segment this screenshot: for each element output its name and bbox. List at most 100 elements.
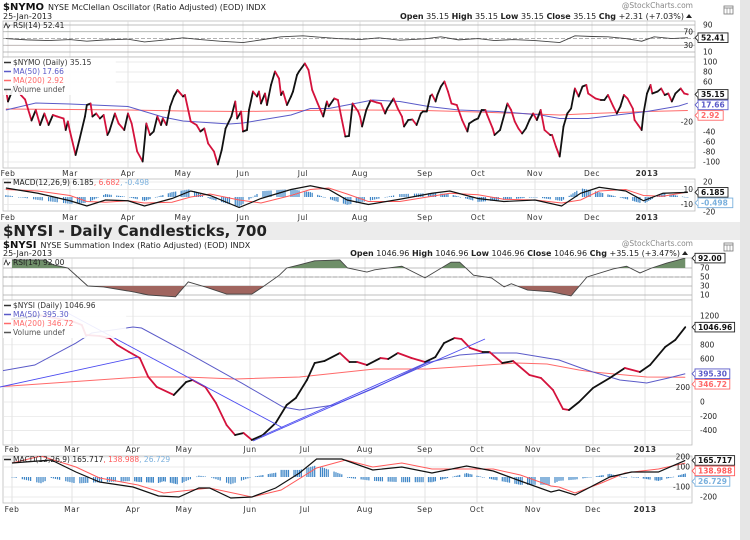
nysi-macd-histogram-bar — [584, 477, 586, 479]
nysi-macd-histogram-bar — [128, 477, 130, 482]
quote-low: 1046.96 — [492, 249, 525, 258]
nymo-macd-histogram-bar — [264, 190, 266, 197]
nymo-macd-histogram-bar — [445, 193, 447, 197]
nymo-macd-histogram-bar — [374, 197, 376, 200]
nysi-macd-hist-last-tag-pointer — [691, 478, 696, 485]
nymo-macd-histogram-bar — [250, 197, 252, 199]
nymo-price-segment — [127, 112, 133, 125]
x-tick-label: Jul — [299, 445, 311, 454]
quote-high: 1046.96 — [435, 249, 468, 258]
nysi-macd-histogram-bar — [490, 477, 493, 480]
nysi-macd-histogram-bar — [38, 477, 40, 483]
nymo-macd-histogram-bar — [169, 192, 171, 197]
nysi-macd-histogram-bar — [339, 473, 341, 477]
nysi-macd-histogram-bar — [275, 472, 277, 477]
nymo-price-segment — [626, 97, 634, 110]
quote-low-label: Low — [500, 12, 519, 21]
nymo-price-segment — [633, 119, 640, 126]
nymo-macd-histogram-bar — [294, 189, 296, 197]
nymo-macd-histogram-bar — [252, 196, 254, 198]
nymo-macd-histogram-bar — [145, 197, 147, 201]
main-y-tick-label: 80 — [703, 68, 713, 77]
nysi-macd-histogram-bar — [636, 477, 638, 478]
nymo-macd-histogram-bar — [9, 195, 11, 197]
nymo-price-segment — [415, 112, 422, 126]
nysi-macd-histogram-bar — [440, 477, 442, 480]
nymo-description: NYSE McClellan Oscillator (Ratio Adjuste… — [48, 3, 267, 12]
nysi-price-segment — [338, 352, 351, 363]
nysi-macd-histogram-bar — [644, 477, 646, 479]
nysi-macd-histogram-bar — [198, 475, 200, 477]
macd-y-tick-label: 10 — [683, 185, 693, 194]
nymo-price-segment — [95, 112, 101, 120]
nysi-macd-histogram-bar — [642, 477, 644, 479]
nymo-macd-histogram-bar — [490, 197, 492, 201]
nymo-price-segment — [651, 90, 659, 95]
nysi-macd-histogram-bar — [228, 477, 230, 484]
nysi-price-segment — [172, 381, 188, 396]
nysi-macd-histogram-bar — [453, 476, 456, 477]
nysi-macd-histogram-bar — [240, 477, 243, 481]
nymo-macd-histogram-bar — [136, 197, 138, 200]
rsi-y-tick-label: 70 — [700, 264, 710, 273]
nymo-macd-histogram-bar — [335, 197, 337, 202]
nysi-price-segment — [649, 346, 667, 366]
nymo-macd-histogram-bar — [171, 192, 173, 197]
nysi-macd-histogram-bar — [406, 477, 409, 483]
nymo-macd-histogram-bar — [493, 197, 496, 201]
nysi-macd-histogram-bar — [599, 475, 601, 477]
nysi-price-segment — [379, 357, 390, 360]
nysi-price-segment — [552, 389, 564, 410]
nymo-price-segment — [361, 109, 368, 128]
nymo-macd-histogram-bar — [614, 196, 616, 197]
nysi-macd-histogram-bar — [352, 477, 354, 479]
nysi-price-segment — [147, 376, 158, 388]
scrollbar-track[interactable] — [740, 0, 750, 540]
nymo-macd-histogram-bar — [523, 197, 525, 199]
nymo-macd-histogram-bar — [583, 189, 585, 197]
nymo-macd-histogram-bar — [234, 197, 236, 206]
nymo-macd-hist-last-tag: -0.498 — [701, 199, 728, 208]
nymo-macd-histogram-bar — [156, 196, 158, 198]
nymo-macd-histogram-bar — [660, 194, 662, 197]
nymo-rsi-label: RSI(14) 52.41 — [13, 21, 65, 30]
nysi-macd-histogram-bar — [295, 469, 297, 477]
nysi-macd-histogram-bar — [58, 477, 61, 480]
nymo-macd-histogram-bar — [459, 197, 461, 198]
nymo-price-segment — [674, 87, 682, 95]
nysi-macd-histogram-bar — [661, 477, 663, 480]
nymo-macd-histogram-bar — [342, 197, 345, 204]
nysi-macd-histogram-bar — [159, 477, 161, 483]
nysi-price-segment — [501, 360, 515, 364]
x-tick-label: Feb — [5, 505, 20, 514]
nysi-ma200-last-tag: 346.72 — [698, 380, 727, 389]
nymo-macd-histogram-bar — [41, 197, 43, 201]
nymo-macd-histogram-bar — [5, 195, 7, 197]
nymo-price-segment — [234, 100, 239, 120]
nysi-price-segment — [540, 377, 554, 391]
nymo-macd-histogram-bar — [142, 197, 144, 201]
nymo-price-segment — [403, 119, 410, 128]
nymo-price-segment — [102, 114, 109, 136]
chart-menu-icon[interactable] — [723, 5, 734, 15]
nymo-macd-histogram-bar — [403, 193, 405, 197]
chart-menu-icon[interactable] — [723, 242, 734, 252]
nysi-price-segment — [592, 377, 611, 389]
nysi-macd-histogram-bar — [544, 477, 546, 485]
nymo-price-segment — [521, 127, 527, 135]
nymo-macd-histogram-bar — [407, 193, 409, 197]
x-tick-label: Jul — [297, 213, 309, 222]
nymo-price-segment — [30, 109, 37, 122]
nysi-macd-histogram-bar — [230, 477, 232, 485]
nysi-rsi-group — [3, 258, 692, 298]
nymo-macd-histogram-bar — [143, 197, 146, 201]
nysi-macd-histogram-bar — [521, 477, 523, 485]
nymo-price-segment — [536, 109, 542, 121]
nymo-macd-histogram-bar — [80, 197, 82, 204]
nymo-macd-last-tag-pointer — [694, 189, 699, 196]
nysi-macd-histogram-bar — [568, 477, 570, 481]
nymo-price-segment — [615, 105, 622, 115]
nysi-macd-histogram-bar — [408, 477, 411, 483]
x-tick-label: Aug — [352, 169, 368, 178]
nymo-price-segment — [524, 119, 531, 130]
